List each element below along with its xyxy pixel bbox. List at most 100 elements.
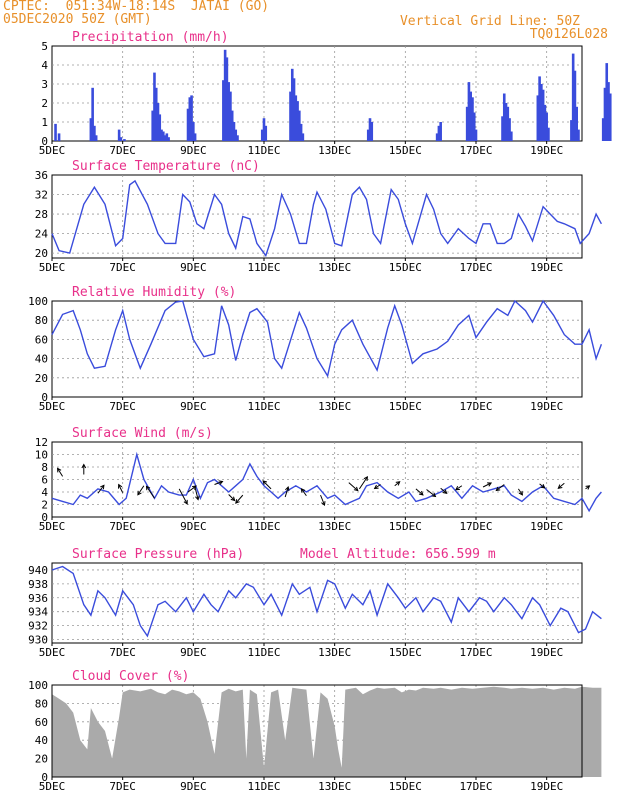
wind-arrow-head [57, 467, 62, 473]
precip-bar [502, 93, 506, 141]
precip-bar [603, 87, 607, 141]
x-tick-label: 15DEC [389, 520, 422, 533]
y-tick-label: 934 [28, 606, 48, 619]
cloud-area [52, 686, 602, 777]
wind-arrow [539, 483, 545, 489]
precip-bar [501, 116, 504, 141]
precip-bar [298, 110, 301, 141]
precip-bar [167, 137, 170, 141]
precip-bar [158, 114, 162, 141]
x-tick-label: 17DEC [459, 144, 492, 157]
x-tick-label: 13DEC [318, 144, 351, 157]
wind-arrow-head [363, 476, 368, 481]
y-tick-label: 32 [35, 189, 48, 202]
x-tick-label: 19DEC [530, 400, 563, 413]
precip-bar [299, 123, 303, 141]
wind-arrow [482, 482, 492, 488]
x-tick-label: 7DEC [109, 646, 136, 659]
panel-title: Surface Temperature (nC) [72, 159, 260, 174]
panel-title: Precipitation (mm/h) [72, 30, 229, 45]
wind-arrow [348, 482, 359, 491]
precip-bar [437, 125, 441, 141]
precip-bar [225, 57, 229, 141]
x-tick-label: 11DEC [247, 261, 280, 274]
x-tick-label: 13DEC [318, 646, 351, 659]
x-tick-label: 7DEC [109, 400, 136, 413]
precip-bar [294, 95, 298, 141]
y-tick-label: 930 [28, 634, 48, 647]
wind-arrow-head [395, 481, 401, 486]
x-tick-label: 15DEC [389, 261, 422, 274]
precip-bar [151, 110, 154, 141]
precip-bar [538, 76, 541, 141]
precip-bar [541, 89, 545, 141]
y-tick-label: 100 [28, 679, 48, 692]
x-tick-label: 5DEC [39, 520, 66, 533]
header-grid-note: Vertical Grid Line: 50Z [399, 14, 580, 29]
wind-arrow [118, 484, 124, 493]
precip-bar [536, 95, 540, 141]
precip-bar [607, 82, 610, 141]
precip-bar [91, 87, 94, 141]
y-tick-label: 36 [35, 169, 48, 182]
header-station: CPTEC: 051:34W-18:14S JATAI (GO) [3, 0, 270, 14]
x-tick-label: 19DEC [530, 780, 563, 793]
wind-arrow [426, 489, 436, 497]
precip-bar [264, 125, 268, 141]
y-tick-label: 12 [35, 436, 48, 449]
precip-bar [469, 91, 472, 141]
wind-arrow-head [495, 486, 501, 492]
precip-bar [160, 129, 163, 141]
header-code: TQ0126L028 [529, 27, 608, 42]
wind-arrow-head [195, 495, 200, 501]
precip-bar [366, 129, 370, 141]
precip-bar [165, 133, 169, 141]
precip-bar [186, 108, 190, 141]
y-tick-label: 60 [35, 716, 48, 729]
y-tick-label: 8 [41, 461, 48, 474]
wind-arrow-head [418, 490, 424, 496]
precip-bar [605, 63, 609, 141]
x-tick-label: 7DEC [109, 780, 136, 793]
x-tick-label: 5DEC [39, 646, 66, 659]
y-tick-label: 936 [28, 592, 48, 605]
series-line [51, 451, 602, 513]
y-tick-label: 2 [41, 97, 48, 110]
wind-arrow-head [442, 489, 448, 494]
x-tick-label: 5DEC [39, 400, 66, 413]
wind-arrow-head [540, 484, 546, 489]
y-tick-label: 932 [28, 620, 48, 633]
panel-title: Relative Humidity (%) [72, 285, 236, 300]
x-tick-label: 17DEC [459, 646, 492, 659]
x-tick-label: 9DEC [180, 520, 207, 533]
precip-bar [163, 135, 167, 141]
precip-bar [292, 78, 296, 141]
precip-bar [370, 122, 374, 141]
precip-bar [608, 93, 612, 141]
precip-bar [504, 103, 508, 141]
precip-bar [570, 120, 573, 141]
x-tick-label: 13DEC [318, 261, 351, 274]
panel-frame [51, 562, 583, 644]
x-tick-label: 5DEC [39, 780, 66, 793]
wind-arrow [228, 494, 236, 501]
precip-bar [54, 123, 57, 141]
panel-title: Surface Wind (m/s) [72, 426, 213, 441]
x-tick-label: 17DEC [459, 261, 492, 274]
y-tick-label: 24 [35, 228, 49, 241]
precip-bar [543, 104, 547, 141]
x-tick-label: 11DEC [247, 780, 280, 793]
precip-bar [540, 84, 543, 141]
wind-arrow [187, 485, 197, 493]
wind-arrow-head [118, 483, 123, 489]
precip-bar [290, 68, 294, 141]
x-tick-label: 19DEC [530, 520, 563, 533]
x-tick-label: 5DEC [39, 144, 66, 157]
y-tick-label: 20 [35, 247, 48, 260]
y-tick-label: 5 [41, 40, 48, 53]
y-tick-label: 28 [35, 208, 48, 221]
wind-arrow-head [183, 499, 188, 505]
x-tick-label: 19DEC [530, 144, 563, 157]
x-tick-label: 7DEC [109, 261, 136, 274]
precip-bar [234, 129, 238, 141]
